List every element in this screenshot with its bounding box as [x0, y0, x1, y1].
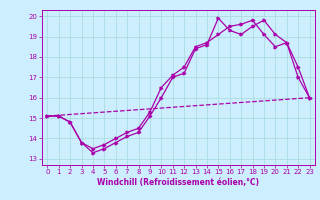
X-axis label: Windchill (Refroidissement éolien,°C): Windchill (Refroidissement éolien,°C)	[97, 178, 260, 187]
